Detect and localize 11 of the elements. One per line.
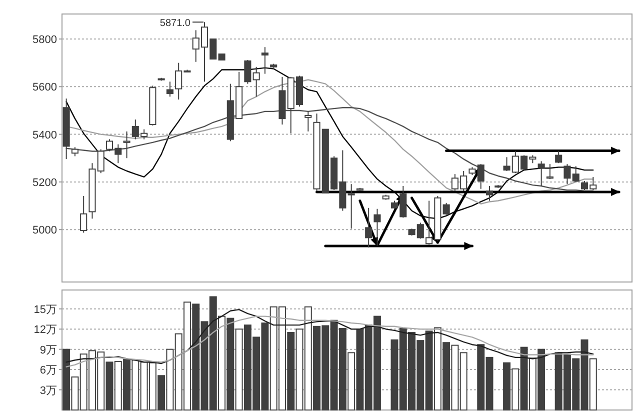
y-tick-label: 3万 xyxy=(40,384,57,397)
annotation: 5871.0 xyxy=(160,18,191,30)
y-tick-label: 5600 xyxy=(32,82,57,94)
y-tick-label: 5200 xyxy=(32,176,57,189)
y-tick-label: 5000 xyxy=(32,224,57,237)
y-tick-label: 9万 xyxy=(40,344,57,356)
y-tick-label: 15万 xyxy=(34,304,57,316)
y-tick-label: 12万 xyxy=(34,324,57,336)
y-tick-label: 6万 xyxy=(40,364,57,377)
y-tick-label: 5800 xyxy=(32,34,57,46)
y-tick-label: 5400 xyxy=(32,129,57,142)
